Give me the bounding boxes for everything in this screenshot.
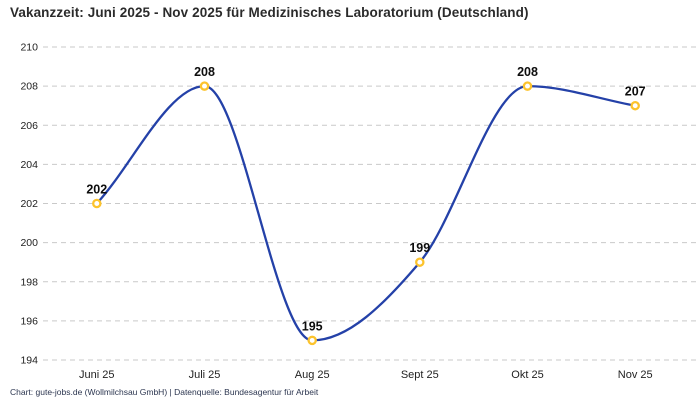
line-path — [95, 84, 637, 342]
y-tick-label: 202 — [20, 198, 38, 210]
data-point-label: 202 — [86, 183, 107, 197]
y-tick-label: 206 — [20, 120, 38, 132]
y-tick-label: 210 — [20, 42, 38, 54]
x-tick-label: Okt 25 — [511, 369, 543, 381]
data-point-label: 199 — [409, 241, 430, 255]
y-tick-label: 198 — [20, 276, 38, 288]
data-point-label: 208 — [517, 65, 538, 79]
chart-footer: Chart: gute-jobs.de (Wollmilchsau GmbH) … — [10, 387, 319, 397]
y-tick-label: 208 — [20, 81, 38, 93]
x-tick-label: Juni 25 — [79, 369, 114, 381]
data-point-marker — [630, 100, 640, 111]
data-point-marker — [199, 81, 210, 91]
x-tick-label: Juli 25 — [189, 369, 221, 381]
data-point-marker — [415, 257, 425, 267]
data-point-label: 207 — [625, 85, 646, 99]
data-point-marker — [522, 81, 533, 91]
x-tick-label: Aug 25 — [295, 369, 330, 381]
y-tick-label: 200 — [20, 237, 38, 249]
data-point-label: 208 — [194, 65, 215, 79]
data-point-marker — [307, 335, 317, 346]
data-point-label: 195 — [302, 319, 323, 333]
data-point-marker — [92, 198, 102, 209]
chart-title: Vakanzzeit: Juni 2025 - Nov 2025 für Med… — [10, 5, 529, 20]
y-tick-label: 204 — [20, 159, 38, 171]
x-tick-label: Sept 25 — [401, 369, 439, 381]
x-tick-label: Nov 25 — [618, 369, 653, 381]
y-tick-label: 194 — [20, 355, 38, 367]
y-tick-label: 196 — [20, 315, 38, 327]
